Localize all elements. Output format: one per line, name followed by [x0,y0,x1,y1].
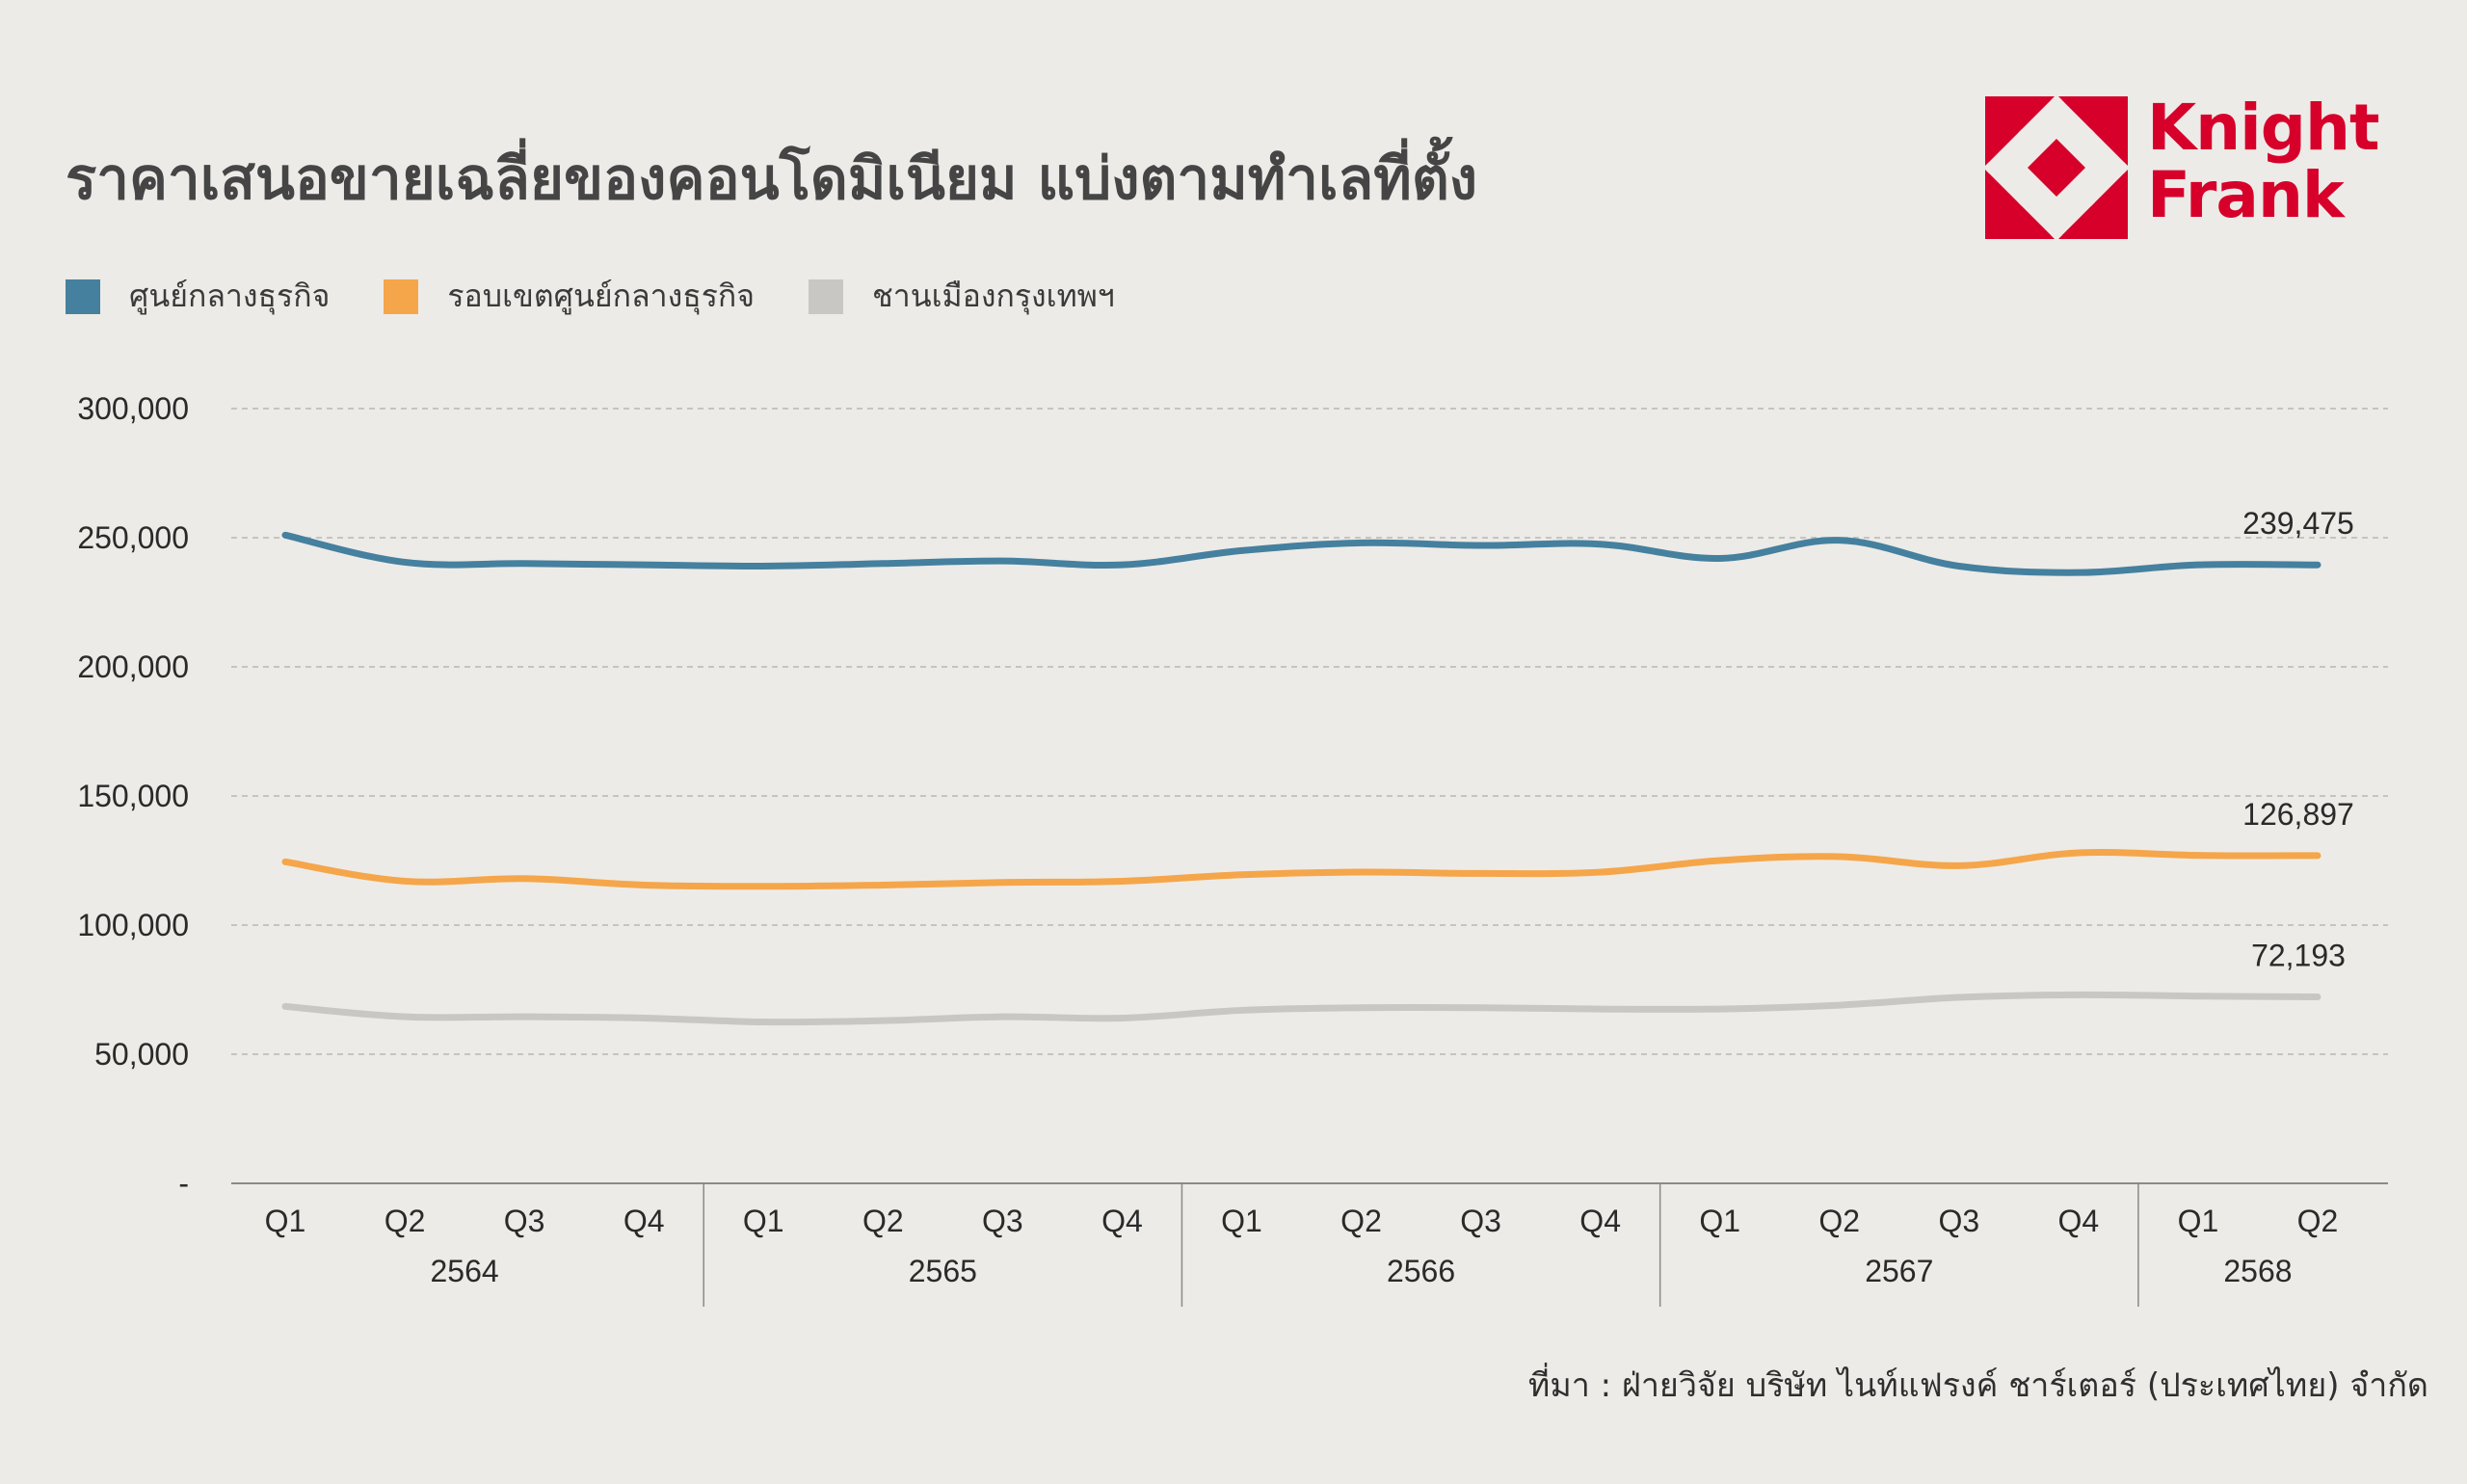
x-tick-quarter: Q2 [862,1204,904,1238]
legend-item-cbd: ศูนย์กลางธุรกิจ [66,272,330,321]
y-tick-label: 250,000 [77,520,189,555]
x-tick-quarter: Q2 [385,1204,426,1238]
x-tick-quarter: Q4 [1579,1204,1621,1238]
series-line-2 [281,991,2321,1026]
x-tick-year: 2565 [909,1254,977,1288]
y-tick-label: 300,000 [77,391,189,426]
x-tick-quarter: Q1 [2178,1204,2219,1238]
x-tick-quarter: Q1 [1221,1204,1262,1238]
x-tick-quarter: Q2 [2297,1204,2339,1238]
x-tick-quarter: Q3 [504,1204,545,1238]
y-tick-label: - [178,1166,189,1201]
legend-label-cbd: ศูนย์กลางธุรกิจ [129,278,331,314]
x-tick-year: 2566 [1387,1254,1455,1288]
source-note: ที่มา : ฝ่ายวิจัย บริษัท ไนท์แฟรงค์ ชาร์… [1527,1366,2428,1405]
x-tick-quarter: Q1 [265,1204,306,1238]
end-labels: 239,475 126,897 72,193 [2242,506,2354,972]
x-tick-quarter: Q4 [1101,1204,1143,1238]
x-tick-year: 2567 [1865,1254,1933,1288]
series-line-0 [281,531,2321,576]
x-tick-quarter: Q1 [1699,1204,1740,1238]
y-tick-label: 200,000 [77,649,189,684]
x-tick-quarter: Q4 [623,1204,665,1238]
knight-frank-logo [1985,96,2128,239]
legend: ศูนย์กลางธุรกิจ รอบเขตศูนย์กลางธุรกิจ ชา… [66,272,1169,321]
series-lines [281,531,2321,1026]
x-tick-quarter: Q3 [982,1204,1023,1238]
end-value-label-2: 72,193 [2251,939,2346,973]
y-tick-label: 50,000 [94,1037,189,1072]
logo-wordmark: Knight Frank [2147,91,2380,232]
legend-swatch-suburban [809,278,844,314]
x-tick-year: 2564 [430,1254,498,1288]
x-tick-quarter: Q4 [2058,1204,2100,1238]
end-value-label-0: 239,475 [2242,506,2354,541]
chart-title: ราคาเสนอขายเฉลี่ยของคอนโดมิเนียม แบ่งตาม… [66,146,1478,213]
y-axis-ticks: - 50,000 100,000 150,000 200,000 250,000 300,0… [77,391,189,1201]
x-tick-year: 2568 [2223,1254,2292,1288]
legend-item-cbd-fringe: รอบเขตศูนย์กลางธุรกิจ [384,272,755,321]
x-tick-quarter: Q1 [743,1204,784,1238]
legend-swatch-cbd-fringe [384,278,419,314]
legend-label-cbd-fringe: รอบเขตศูนย์กลางธุรกิจ [447,278,756,314]
y-tick-label: 100,000 [77,908,189,942]
logo-line1: Knight [2147,91,2380,165]
logo-line2: Frank [2147,158,2345,232]
series-line-1 [281,848,2321,890]
x-tick-quarter: Q3 [1938,1204,1979,1238]
gridlines [231,408,2388,1055]
y-tick-label: 150,000 [77,779,189,813]
legend-label-suburban: ชานเมืองกรุงเทพฯ [872,278,1115,314]
x-tick-quarter: Q3 [1460,1204,1501,1238]
legend-item-suburban: ชานเมืองกรุงเทพฯ [809,272,1115,321]
legend-swatch-cbd [66,278,100,314]
end-value-label-1: 126,897 [2242,797,2354,832]
x-tick-quarter: Q2 [1818,1204,1860,1238]
x-axis: Q1 Q2 Q3 Q4 Q1 Q2 Q3 Q4 Q1 Q2 Q3 Q4 Q1 Q2 Q3 Q4 Q1 Q22564… [231,1182,2388,1307]
x-tick-quarter: Q2 [1340,1204,1382,1238]
